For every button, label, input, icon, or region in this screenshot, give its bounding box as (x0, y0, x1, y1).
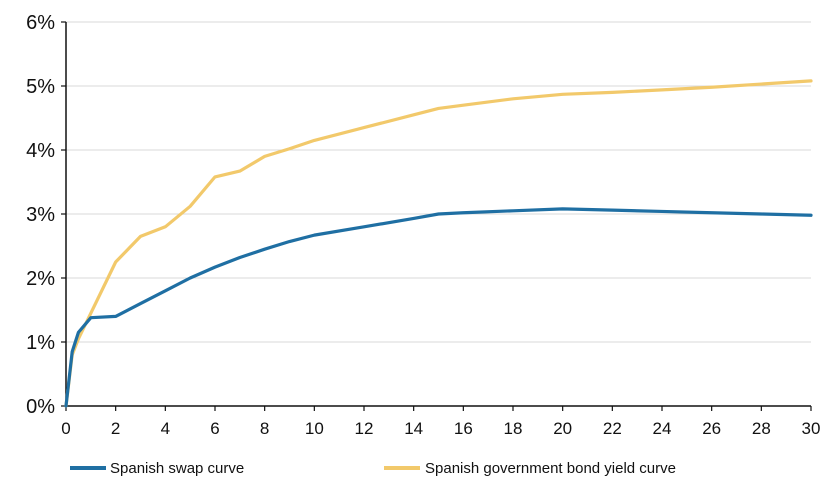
x-tick-label-3: 6 (210, 419, 219, 438)
series-layer (64, 79, 813, 408)
legend: Spanish swap curve Spanish government bo… (70, 460, 676, 477)
x-tick-label-13: 26 (702, 419, 721, 438)
tick-label-layer: 0%1%2%3%4%5%6%0 2 4 6 8 10 12 14 16 18 20 22 24 26 28 3… (26, 12, 820, 438)
y-tick-label-5: 5% (26, 76, 55, 98)
x-tick-label-4: 8 (260, 419, 269, 438)
x-tick-label-11: 22 (603, 419, 622, 438)
x-tick-label-12: 24 (653, 419, 672, 438)
grid-layer (66, 21, 811, 343)
series-line-bond-yield-curve (64, 79, 813, 408)
x-tick-label-15: 30 (802, 419, 821, 438)
x-tick-label-10: 20 (553, 419, 572, 438)
y-tick-label-1: 1% (26, 332, 55, 354)
series-line-swap-curve (64, 207, 813, 408)
x-tick-label-0: 0 (61, 419, 70, 438)
legend-label-swap: Spanish swap curve (110, 460, 244, 477)
y-tick-label-0: 0% (26, 396, 55, 418)
x-tick-label-9: 18 (504, 419, 523, 438)
axis-layer (61, 21, 812, 411)
y-tick-label-4: 4% (26, 140, 55, 162)
x-tick-label-8: 16 (454, 419, 473, 438)
x-tick-label-1: 2 (111, 419, 120, 438)
x-tick-label-14: 28 (752, 419, 771, 438)
x-tick-label-7: 14 (404, 419, 423, 438)
x-tick-label-2: 4 (161, 419, 170, 438)
x-tick-label-6: 12 (355, 419, 374, 438)
y-tick-label-3: 3% (26, 204, 55, 226)
y-tick-label-6: 6% (26, 12, 55, 34)
x-tick-label-5: 10 (305, 419, 324, 438)
legend-label-bond: Spanish government bond yield curve (425, 460, 676, 477)
y-tick-label-2: 2% (26, 268, 55, 290)
